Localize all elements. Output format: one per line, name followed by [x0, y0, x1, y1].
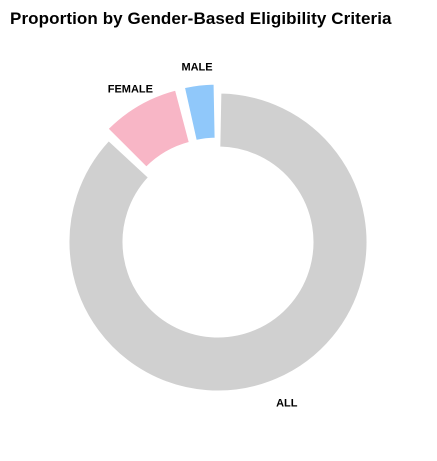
slice-labels: ALL FEMALE MALE	[108, 61, 298, 409]
slice-label-all: ALL	[276, 398, 298, 410]
slice-label-female: FEMALE	[108, 83, 153, 95]
slice-all	[68, 92, 368, 392]
donut-slices	[68, 83, 368, 392]
slice-female	[107, 89, 190, 168]
slice-male	[183, 83, 216, 141]
chart-title: Proportion by Gender-Based Eligibility C…	[10, 9, 392, 28]
slice-label-male: MALE	[181, 61, 212, 73]
